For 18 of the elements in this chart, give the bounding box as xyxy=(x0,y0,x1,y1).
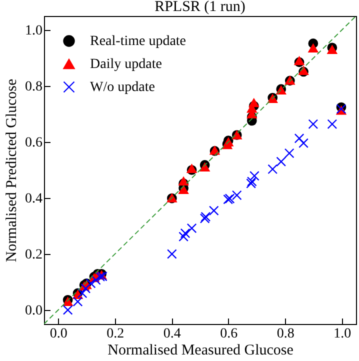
x-tick-label: 0.4 xyxy=(163,326,181,342)
y-tick-label: 0.8 xyxy=(25,80,42,94)
legend-label: Real-time update xyxy=(90,34,186,49)
y-axis-title: Normalised Predicted Glucose xyxy=(4,78,20,262)
x-tick-label: 0.2 xyxy=(106,326,124,342)
x-tick-label: 0.0 xyxy=(50,326,68,342)
x-axis-title: Normalised Measured Glucose xyxy=(108,342,294,358)
x-tick-label: 1.0 xyxy=(334,326,352,342)
y-tick-label: 0.6 xyxy=(25,136,42,150)
y-tick-label: 0.2 xyxy=(25,248,42,262)
y-tick-label: 1.0 xyxy=(25,24,42,38)
legend-label: Daily update xyxy=(90,57,162,72)
chart-title: RPLSR (1 run) xyxy=(154,0,246,15)
y-tick-label: 0.0 xyxy=(25,304,42,318)
y-tick-label: 0.4 xyxy=(25,192,42,206)
legend-label: W/o update xyxy=(90,80,155,95)
x-tick-label: 0.6 xyxy=(220,326,238,342)
x-tick-label: 0.8 xyxy=(276,326,294,342)
